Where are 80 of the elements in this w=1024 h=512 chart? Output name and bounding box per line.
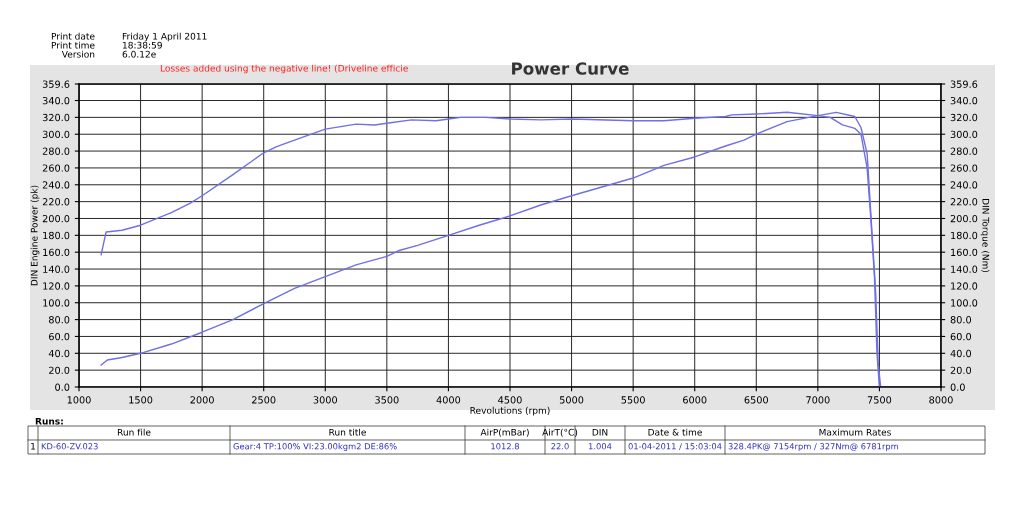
text: Print time <box>51 41 95 49</box>
text: 6.0.12e <box>122 50 156 58</box>
y-tick-label: 160.0 <box>43 248 70 257</box>
y2-tick-label: 220.0 <box>950 198 978 206</box>
x-tick-label: 4500 <box>498 396 522 404</box>
x-tick-label: 5000 <box>559 396 584 404</box>
y2-tick-label: 280.0 <box>950 147 978 155</box>
x-tick-label: 5500 <box>621 396 645 404</box>
x-tick-label: 7500 <box>867 396 892 404</box>
y2-tick-label: 200.0 <box>950 214 978 223</box>
text: Date & time <box>648 428 702 436</box>
y-axis-title: DIN Engine Power (pk) <box>30 185 40 286</box>
y-tick-label: 340.0 <box>42 96 70 105</box>
y-tick-label: 140.0 <box>43 265 70 273</box>
y2-tick-label: 80.0 <box>950 316 972 324</box>
text: 18:38:59 <box>122 41 162 49</box>
x-axis-title: Revolutions (rpm) <box>470 406 550 416</box>
y-tick-label: 180.0 <box>43 231 70 240</box>
x-tick-label: 2500 <box>252 396 276 404</box>
text: Runs: <box>35 417 63 425</box>
y2-tick-label: 140.0 <box>951 265 978 273</box>
text: Version <box>61 50 95 58</box>
text: AirP(mBar) <box>480 428 529 437</box>
text: 1012.8 <box>491 443 520 450</box>
y-tick-label: 220.0 <box>42 198 70 206</box>
y2-tick-label: 260.0 <box>950 164 978 172</box>
y-tick-label: 80.0 <box>48 316 70 324</box>
x-tick-label: 3500 <box>375 396 399 404</box>
y2-tick-label: 120.0 <box>951 282 978 290</box>
y-tick-label: 40.0 <box>48 349 70 358</box>
text: Print date <box>51 32 95 40</box>
y-tick-label: 60.0 <box>49 332 70 341</box>
text: 328.4PK@ 7154rpm / 327Nm@ 6781rpm <box>728 443 899 452</box>
text: Run title <box>329 428 366 436</box>
y2-tick-label: 340.0 <box>950 96 978 105</box>
x-tick-label: 6500 <box>744 396 769 404</box>
text: KD-60-ZV.023 <box>41 443 98 450</box>
text: AirT(°C) <box>542 428 578 437</box>
chart-title: Power Curve <box>512 62 629 75</box>
text: DIN <box>592 428 608 436</box>
x-tick-label: 2000 <box>190 396 214 404</box>
x-tick-label: 1000 <box>67 396 91 404</box>
x-tick-label: 8000 <box>929 396 953 404</box>
y-tick-label: 280.0 <box>42 147 70 155</box>
x-tick-label: 4000 <box>436 396 461 404</box>
x-tick-label: 1500 <box>129 396 153 404</box>
text: Run file <box>117 428 151 436</box>
text: 01-04-2011 / 15:03:04 <box>628 443 722 451</box>
y-tick-label: 300.0 <box>42 130 70 139</box>
y2-tick-label: 60.0 <box>950 332 972 341</box>
text: 1 <box>31 442 36 450</box>
y2-tick-label: 240.0 <box>950 181 978 189</box>
y-tick-label: 240.0 <box>42 181 70 189</box>
y2-tick-label: 300.0 <box>950 130 978 139</box>
y2-tick-label: 40.0 <box>950 349 972 358</box>
x-tick-label: 7000 <box>806 396 830 404</box>
text: Gear:4 TP:100% VI:23.00kgm2 DE:86% <box>233 442 397 452</box>
y-tick-label: 20.0 <box>49 366 70 374</box>
text: 1.004 <box>588 443 612 450</box>
y2-tick-label: 0.0 <box>950 383 965 391</box>
y2-tick-label: 320.0 <box>950 113 978 122</box>
x-tick-label: 3000 <box>313 396 338 404</box>
y2-tick-label: 180.0 <box>951 231 978 240</box>
text: 22.0 <box>551 443 569 450</box>
y2-tick-label: 160.0 <box>951 248 978 257</box>
y2-axis-title: DIN Torque (Nm) <box>980 199 990 273</box>
y2-tick-label: 20.0 <box>950 366 972 374</box>
y-tick-label: 0.0 <box>55 383 70 391</box>
y-tick-label: 260.0 <box>42 164 70 172</box>
y-tick-label: 200.0 <box>42 214 70 223</box>
x-tick-label: 6000 <box>683 396 707 404</box>
y-tick-label: 359.6 <box>42 80 70 88</box>
text: Maximum Rates <box>819 428 891 436</box>
y2-tick-label: 100.0 <box>951 299 978 307</box>
text: Friday 1 April 2011 <box>122 32 207 42</box>
y2-tick-label: 359.6 <box>950 80 978 88</box>
y-tick-label: 100.0 <box>43 299 70 307</box>
y-tick-label: 120.0 <box>43 282 70 290</box>
y-tick-label: 320.0 <box>42 113 70 122</box>
text: Losses added using the negative line! (Driveline efficie <box>160 64 408 74</box>
